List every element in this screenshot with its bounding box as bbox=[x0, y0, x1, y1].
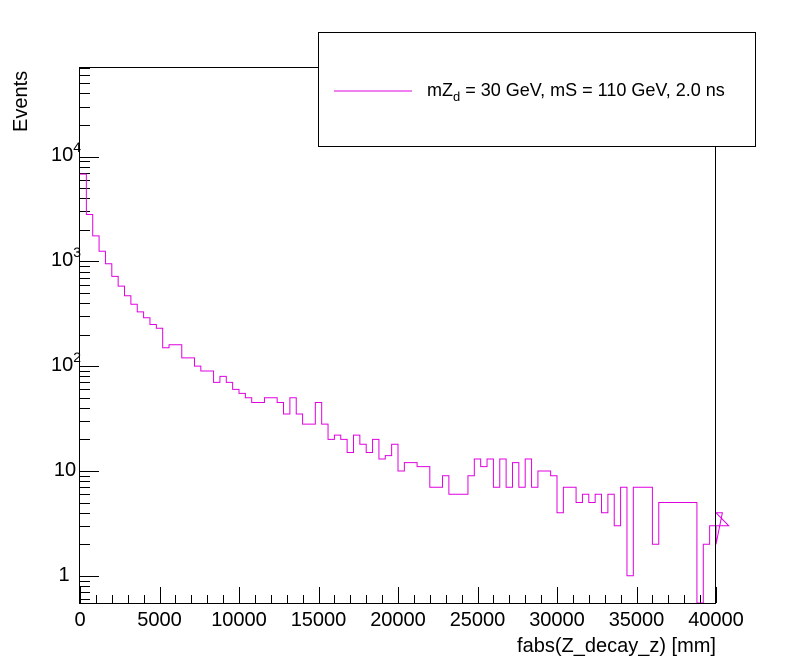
x-axis-title: fabs(Z_decay_z) [mm] bbox=[517, 635, 716, 657]
x-tick-label: 25000 bbox=[450, 609, 506, 631]
y-tick-label-10: 10 bbox=[54, 459, 76, 481]
y-tick-label-10000: 104 bbox=[51, 139, 81, 166]
y-tick-labels: 1 10 102 103 104 bbox=[51, 139, 81, 586]
x-tick-label: 40000 bbox=[688, 609, 744, 631]
x-tick-label: 15000 bbox=[291, 609, 347, 631]
x-tick-label: 35000 bbox=[609, 609, 665, 631]
legend-box bbox=[318, 32, 756, 147]
legend: mZd = 30 GeV, mS = 110 GeV, 2.0 ns bbox=[318, 32, 756, 147]
x-tick-label: 20000 bbox=[370, 609, 426, 631]
y-tick-label-1: 1 bbox=[58, 564, 69, 586]
x-tick-label: 30000 bbox=[529, 609, 585, 631]
y-axis-title: Events bbox=[10, 71, 32, 132]
legend-label: mZd = 30 GeV, mS = 110 GeV, 2.0 ns bbox=[427, 80, 725, 104]
x-tick-label: 5000 bbox=[137, 609, 182, 631]
x-tick-label: 10000 bbox=[211, 609, 267, 631]
axis-ticks bbox=[80, 68, 717, 603]
histogram-series-line bbox=[80, 173, 730, 604]
y-tick-label-100: 102 bbox=[51, 349, 81, 376]
y-tick-label-1000: 103 bbox=[51, 244, 81, 271]
x-tick-labels: 0 5000 10000 15000 20000 25000 30000 35000 40000 bbox=[74, 609, 743, 631]
x-tick-label: 0 bbox=[74, 609, 85, 631]
